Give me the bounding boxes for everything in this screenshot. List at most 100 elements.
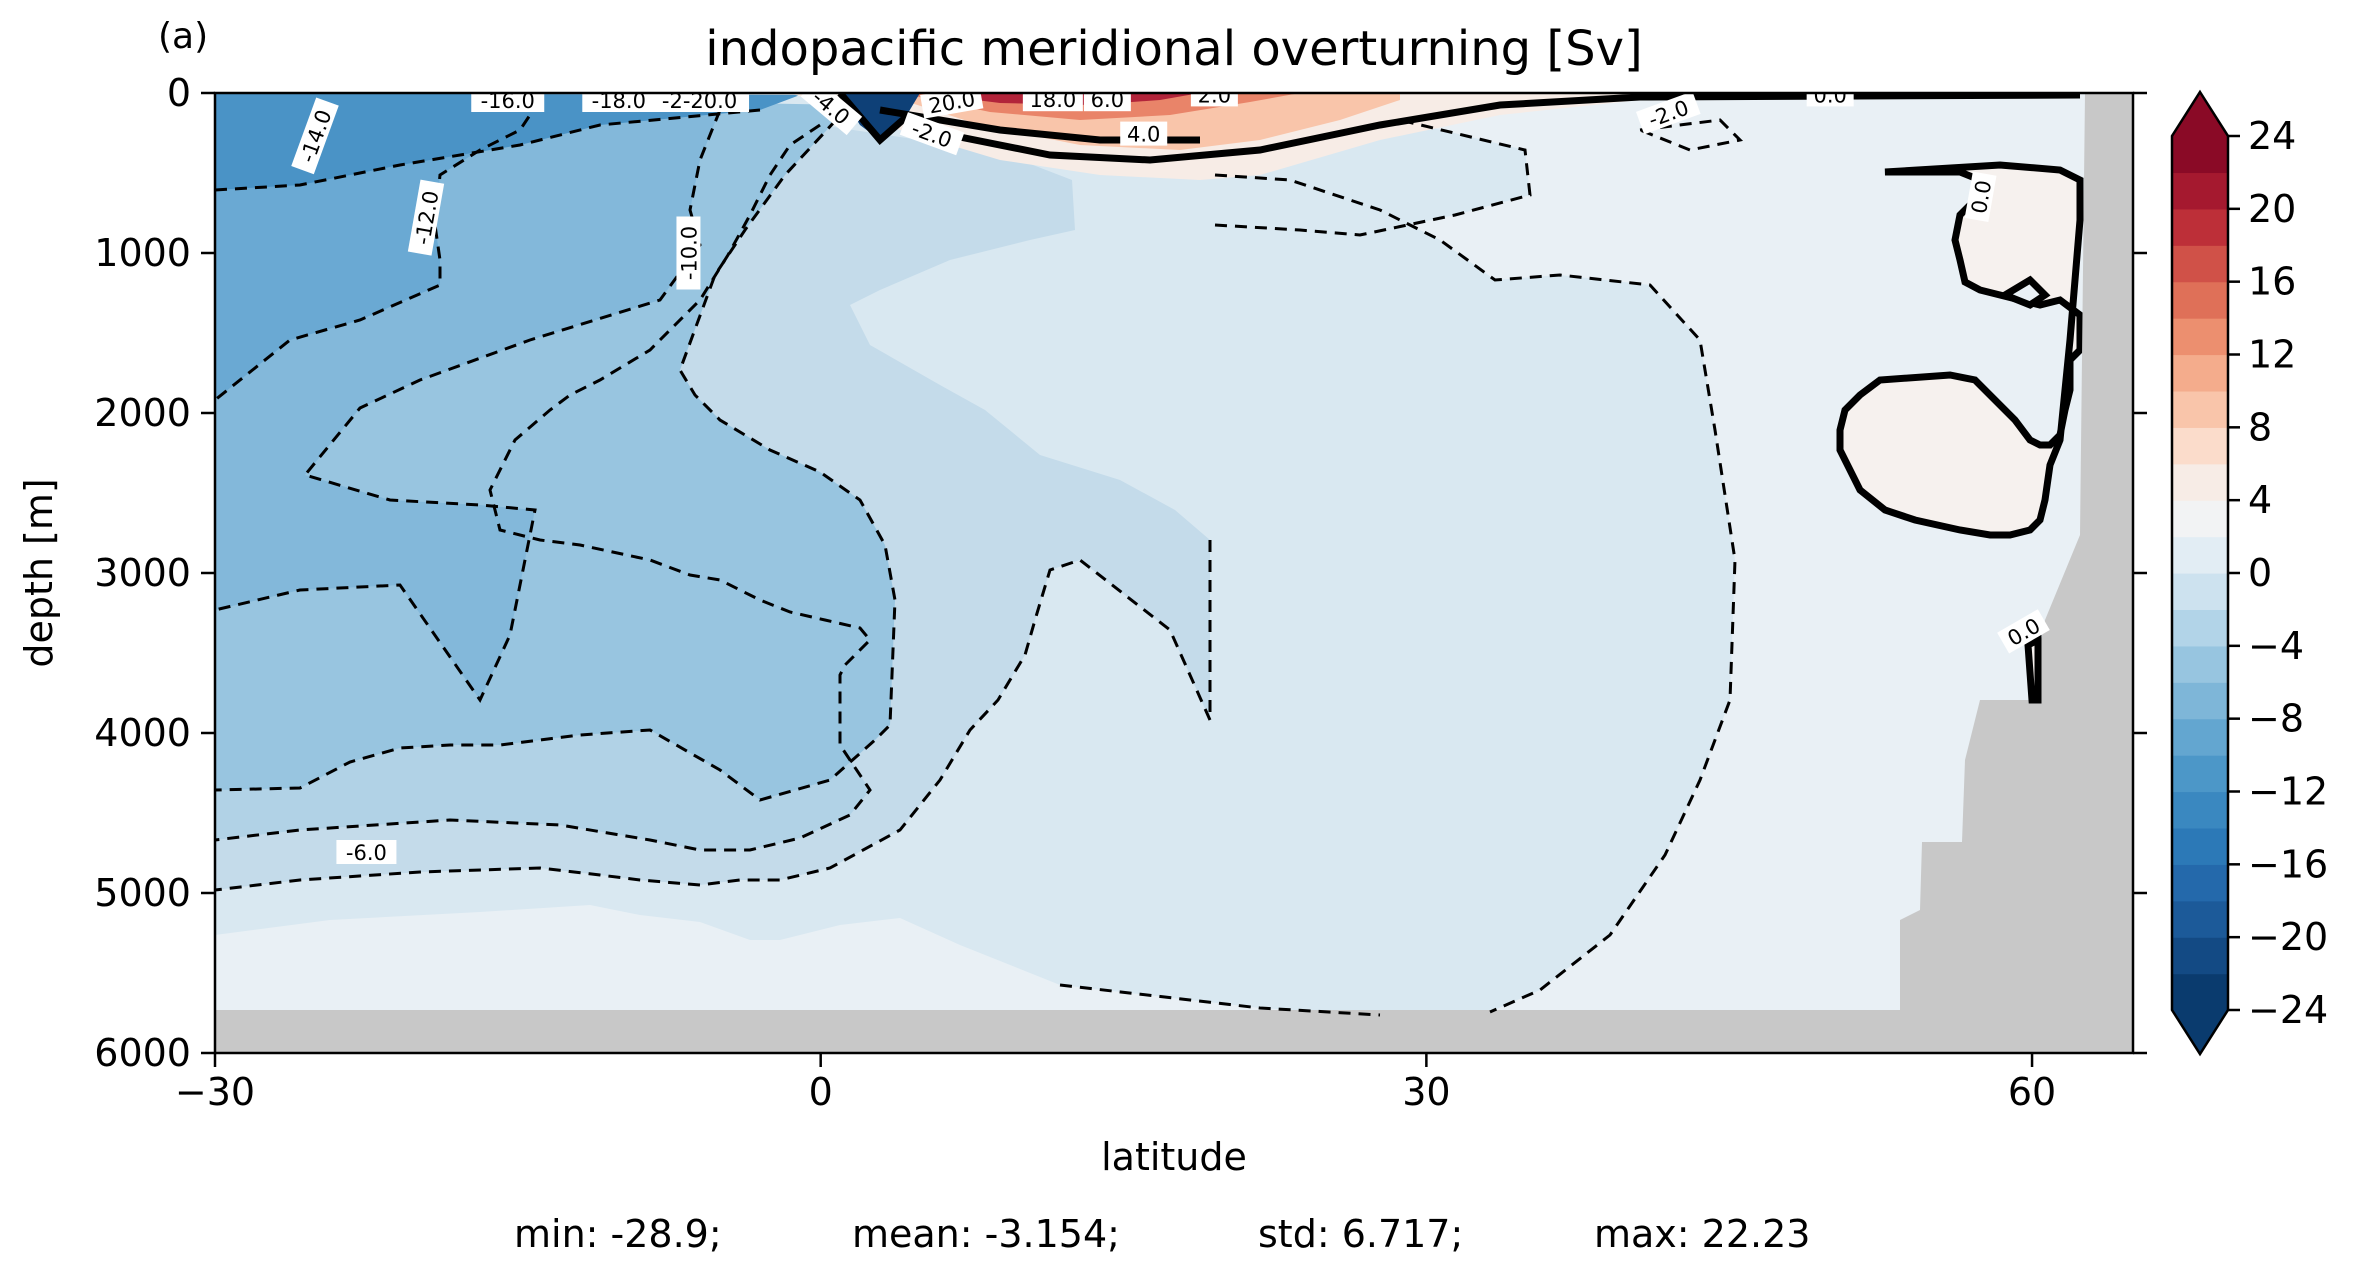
contour-label-bg (650, 93, 750, 112)
colorbar-tick-label: 4 (2248, 478, 2272, 522)
x-tick-label: 0 (809, 1070, 833, 1114)
x-tick-label: −30 (175, 1070, 255, 1114)
contour-minus2 (1214, 173, 1737, 1014)
colorbar-swatch (2172, 318, 2228, 356)
negative-near-surface-core (840, 93, 920, 140)
positive-cell-deep-north (2024, 634, 2042, 704)
colorbar-swatch (2172, 937, 2228, 975)
contour-label: 0.0 (1964, 171, 1997, 223)
contour-minus2-north (1639, 118, 1744, 152)
stat-max: max: 22.23 (1594, 1212, 1811, 1256)
panel-label: (a) (158, 16, 208, 57)
contour-minus6 (215, 123, 873, 852)
y-tick-label: 6000 (94, 1031, 191, 1075)
contour-lines (215, 99, 1744, 1017)
colorbar-tick-label: 16 (2248, 260, 2296, 304)
colorbar-extend-max (2172, 92, 2228, 136)
colorbar-swatch (2172, 172, 2228, 210)
colorbar-tick-label: 24 (2248, 114, 2296, 158)
x-axis-label: latitude (1101, 1135, 1247, 1179)
contour-label-text: -10.0 (677, 226, 701, 280)
contour-label: -16.0 (471, 89, 545, 113)
contour-label-text: 4.0 (1127, 123, 1160, 147)
contour-minus12 (215, 99, 542, 402)
stat-mean: mean: -3.154; (852, 1212, 1120, 1256)
contour-minus2-surface (1214, 118, 1532, 237)
contour-label-bg (676, 216, 701, 290)
colorbar-tick-label: −12 (2248, 770, 2328, 814)
plot-area: -16.0 -18.0 -2-20.0-14.0-12.0-10.0-6.0-2.0… (215, 83, 2133, 1053)
y-tick-label: 5000 (94, 871, 191, 915)
contour-label-text: -18.0 (592, 89, 646, 113)
contour-label: 18.0 (1022, 88, 1083, 112)
colorbar-swatch (2172, 500, 2228, 538)
contour-label: 2.0 (1190, 83, 1238, 107)
colorbar-swatch (2172, 427, 2228, 465)
colorbar-tick-label: 12 (2248, 333, 2296, 377)
x-tick-label: 60 (2008, 1070, 2056, 1114)
colorbar: −24 −20 −16 −12 −8 −4 0 4 8 12 16 20 24 (2170, 89, 2328, 1057)
y-tick-label: 2000 (94, 391, 191, 435)
contour-label-bg (899, 112, 965, 156)
colorbar-swatch (2172, 573, 2228, 611)
contour-label-bg (1022, 93, 1083, 112)
land-mask-north (1900, 93, 2133, 1053)
colorbar-extend-min (2172, 1010, 2228, 1054)
contour-label-bg (800, 93, 863, 136)
colorbar-swatch (2172, 208, 2228, 246)
colorbar-swatch (2172, 864, 2228, 902)
colorbar-swatch (2172, 718, 2228, 756)
colorbar-swatch (2172, 645, 2228, 683)
contour-zero-surface (837, 93, 2081, 164)
contour-label-bg (471, 93, 545, 112)
colorbar-tick-label: −8 (2248, 697, 2304, 741)
stat-min: min: -28.9; (514, 1212, 722, 1256)
colorbar-swatch (2172, 609, 2228, 647)
band-minus14-to-minus16 (215, 93, 800, 190)
colorbar-swatch (2172, 536, 2228, 574)
contour-deep-minus2 (1059, 983, 1381, 1017)
land-mask-seafloor (215, 1010, 2133, 1053)
colorbar-tick-label: 8 (2248, 405, 2272, 449)
contour-label-bg (1964, 171, 1997, 223)
contour-label-text: 18.0 (1029, 88, 1076, 112)
colorbar-swatch (2172, 682, 2228, 720)
contour-label-bg (1120, 121, 1168, 146)
positive-cell-north-hole (1997, 275, 2051, 309)
contour-label-bg (1806, 93, 1854, 107)
contour-label-bg (336, 840, 397, 864)
contour-label-text: -2-20.0 (662, 89, 737, 113)
colorbar-swatch (2172, 281, 2228, 319)
colorbar-swatch (2172, 827, 2228, 865)
y-tick-label: 4000 (94, 711, 191, 755)
axes: −30 0 30 60 0 1000 2000 3000 4000 5000 6000 (94, 71, 2147, 1114)
contour-label-text: 0.0 (1813, 83, 1846, 107)
contour-label: -2-20.0 (650, 89, 750, 113)
contour-label-text: 6.0 (1091, 88, 1124, 112)
colorbar-swatch (2172, 755, 2228, 793)
contour-label: 6.0 (1083, 88, 1131, 112)
contour-label: -6.0 (336, 840, 397, 865)
x-tick-label: 30 (1402, 1070, 1450, 1114)
contour-label: 4.0 (1120, 121, 1168, 147)
y-tick-label: 0 (167, 71, 191, 115)
colorbar-swatch (2172, 791, 2228, 829)
chart-title: indopacific meridional overturning [Sv] (705, 21, 1642, 77)
contour-label-bg (1997, 609, 2050, 654)
contour-label-text: 2.0 (1198, 83, 1231, 107)
colorbar-swatch (2172, 136, 2228, 174)
contour-minus8 (215, 103, 897, 802)
contour-label: 0.0 (1806, 83, 1854, 107)
contour-label-bg (582, 93, 656, 112)
contour-label-text: -16.0 (481, 89, 535, 113)
y-tick-label: 1000 (94, 231, 191, 275)
contour-label-bg (1083, 93, 1131, 112)
colorbar-tick-label: 20 (2248, 187, 2296, 231)
colorbar-swatch (2172, 463, 2228, 501)
contour-label: -18.0 (582, 89, 656, 113)
positive-cell-north (1836, 161, 2084, 539)
contour-label-bg (407, 179, 445, 256)
stat-std: std: 6.717; (1258, 1212, 1464, 1256)
contour-label-bg (1190, 93, 1238, 107)
